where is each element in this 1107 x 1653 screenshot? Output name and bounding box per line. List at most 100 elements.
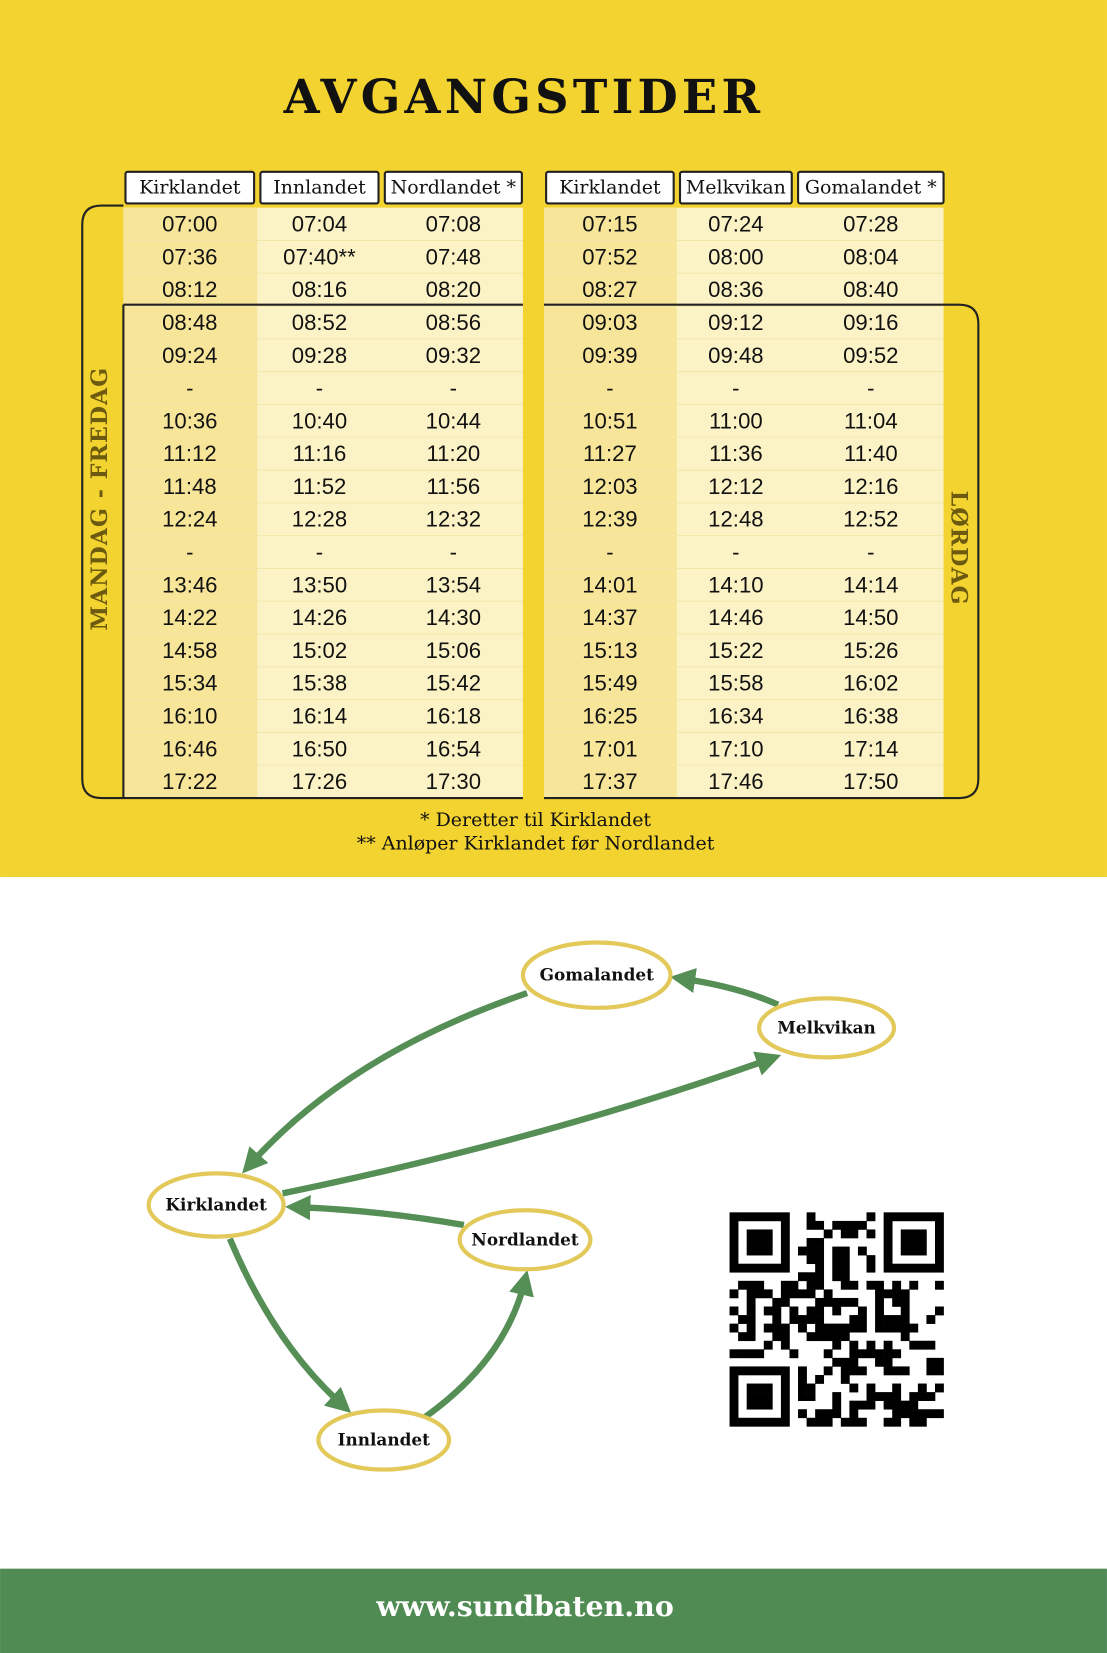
node — [756, 996, 897, 1060]
qr-module — [926, 1392, 936, 1401]
time-cell: 11:04 — [844, 408, 898, 433]
qr-module — [746, 1212, 756, 1222]
time-cell: 16:10 — [162, 704, 217, 729]
qr-module — [926, 1263, 936, 1273]
time-cell: 09:28 — [292, 343, 347, 368]
qr-module — [917, 1246, 927, 1256]
qr-module — [815, 1220, 825, 1230]
qr-module — [849, 1229, 859, 1239]
time-cell: - — [867, 376, 874, 401]
time-cell: 14:14 — [843, 572, 898, 597]
qr-module — [832, 1323, 842, 1333]
qr-module — [857, 1366, 867, 1376]
qr-module — [806, 1238, 816, 1247]
qr-module — [815, 1255, 825, 1265]
qr-module — [729, 1246, 739, 1256]
qr-module — [729, 1417, 739, 1427]
qr-module — [892, 1400, 902, 1410]
qr-module — [934, 1212, 944, 1222]
qr-module — [900, 1315, 910, 1324]
qr-module — [892, 1280, 902, 1290]
time-cell: 17:46 — [708, 769, 763, 794]
qr-module — [815, 1297, 825, 1307]
qr-module — [840, 1366, 850, 1376]
qr-module — [806, 1255, 816, 1265]
qr-module — [840, 1246, 850, 1256]
column-header: Gomalandet * — [805, 177, 937, 199]
qr-module — [934, 1246, 944, 1256]
qr-module — [823, 1417, 833, 1427]
time-cell: 17:26 — [292, 769, 347, 794]
time-cell: 17:01 — [582, 736, 637, 761]
header-box — [124, 170, 256, 205]
qr-module — [789, 1315, 799, 1324]
qr-module — [823, 1297, 833, 1307]
qr-module — [806, 1280, 816, 1290]
time-cell: 07:04 — [292, 212, 347, 237]
qr-module — [900, 1366, 910, 1376]
qr-module — [763, 1263, 773, 1273]
timetable: Kirklandet Innlandet Nordlandet * Kirklande… — [123, 170, 945, 799]
title: AVGANGSTIDER — [283, 69, 765, 124]
time-cell: 16:46 — [162, 736, 217, 761]
arrow — [281, 1051, 782, 1197]
time-cell: 07:24 — [708, 212, 763, 237]
qr-module — [883, 1357, 893, 1367]
time-cell: - — [316, 540, 323, 565]
qr-module — [926, 1357, 936, 1367]
qr-module — [832, 1340, 842, 1350]
qr-module — [806, 1332, 816, 1342]
qr-module — [763, 1400, 773, 1410]
qr-module — [900, 1238, 910, 1247]
time-cell: 14:30 — [426, 605, 481, 630]
qr-module — [755, 1400, 765, 1410]
qr-module — [755, 1289, 765, 1299]
qr-module — [917, 1383, 927, 1393]
qr-module — [755, 1263, 765, 1273]
header-box — [383, 170, 523, 205]
qr-module — [892, 1315, 902, 1324]
time-cell: 15:58 — [708, 671, 763, 696]
qr-module — [815, 1409, 825, 1419]
time-cell: 08:48 — [162, 310, 217, 335]
qr-module — [780, 1280, 790, 1290]
time-cell: 15:13 — [582, 638, 637, 663]
route-arrows — [226, 967, 782, 1421]
note: * Deretter til Kirklandet — [420, 809, 651, 831]
qr-module — [772, 1212, 782, 1222]
qr-module — [926, 1340, 936, 1350]
qr-module — [815, 1238, 825, 1247]
qr-module — [729, 1323, 739, 1333]
time-cell: 16:25 — [582, 704, 637, 729]
qr-module — [857, 1246, 867, 1256]
qr-module — [892, 1349, 902, 1359]
qr-module — [900, 1323, 910, 1333]
node — [457, 1208, 593, 1272]
qr-module — [849, 1366, 859, 1376]
qr-module — [755, 1417, 765, 1427]
qr-module — [883, 1392, 893, 1401]
qr-module — [892, 1366, 902, 1376]
time-cell: 17:10 — [708, 736, 763, 761]
qr-module — [909, 1263, 919, 1273]
qr-module — [780, 1229, 790, 1239]
qr-module — [883, 1340, 893, 1350]
qr-module — [917, 1417, 927, 1427]
qr-module — [755, 1238, 765, 1247]
qr-module — [849, 1383, 859, 1393]
node-label: Gomalandet — [540, 965, 655, 985]
qr-module — [789, 1289, 799, 1299]
qr-module — [806, 1392, 816, 1401]
qr-module — [738, 1366, 747, 1376]
weekday-label: MANDAG - FREDAG — [87, 367, 113, 631]
time-cell: 12:52 — [843, 507, 898, 532]
time-cell: - — [606, 376, 613, 401]
time-cell: 07:00 — [162, 212, 217, 237]
qr-module — [729, 1238, 739, 1247]
qr-module — [755, 1246, 765, 1256]
qr-module — [798, 1374, 807, 1384]
qr-module — [917, 1238, 927, 1247]
qr-module — [840, 1272, 850, 1282]
time-cell: 14:26 — [292, 605, 347, 630]
qr-module — [780, 1366, 790, 1376]
